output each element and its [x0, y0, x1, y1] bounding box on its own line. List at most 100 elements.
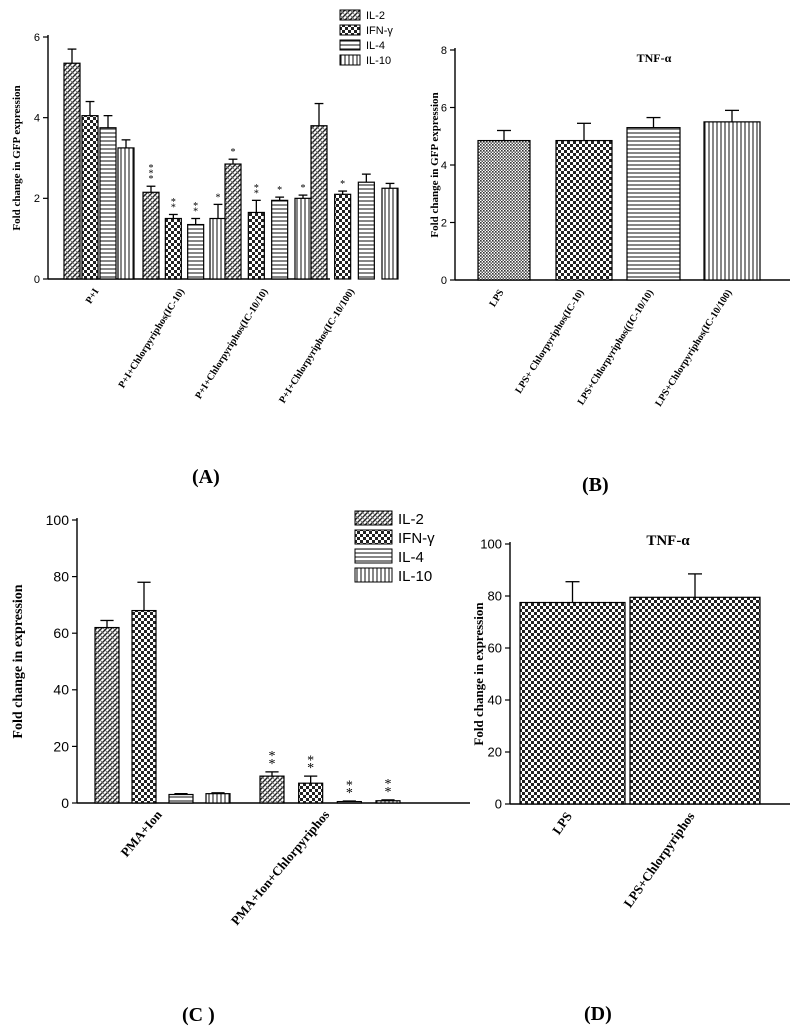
significance-marker-C: *: [346, 778, 353, 793]
significance-marker-C: *: [385, 785, 392, 800]
y-axis-label-C: Fold change in expression: [11, 584, 26, 738]
y-tick-label-D: 40: [488, 693, 502, 708]
y-tick-label-C: 60: [53, 625, 69, 641]
significance-marker-A: *: [277, 185, 282, 196]
bar-A: [209, 217, 227, 280]
y-tick-label-C: 80: [53, 569, 69, 585]
bar-D: [629, 596, 761, 805]
legend-swatch-C: [354, 529, 393, 545]
bar-A: [381, 187, 399, 280]
bar-A: [310, 125, 328, 280]
legend-label-A: IL-2: [366, 10, 385, 22]
x-category-label-B: LPS+ Chlorpyriphos(IC-10): [513, 288, 586, 396]
x-category-label-B: LPS: [487, 287, 506, 309]
panel-label-d: (D): [584, 1003, 612, 1025]
x-category-label-A: P+I: [84, 287, 102, 306]
significance-marker-C: *: [269, 757, 276, 772]
legend-swatch-A: [339, 54, 361, 66]
panel-label-c: (C ): [182, 1004, 215, 1026]
legend-swatch-C: [354, 510, 393, 526]
bar-A: [187, 223, 205, 280]
bar-C: [259, 775, 285, 804]
legend-swatch-A: [339, 24, 361, 36]
significance-marker-A: *: [254, 183, 259, 194]
y-tick-label-C: 100: [46, 512, 70, 528]
significance-marker-A: *: [301, 183, 306, 194]
legend-c: IL-2 IFN-γ IL-4 IL-10: [354, 510, 435, 585]
bar-A: [247, 211, 265, 280]
bar-B: [477, 139, 531, 281]
legend-label-A: IL-4: [366, 40, 385, 52]
chart-title-b: TNF-α: [637, 51, 672, 65]
bar-B: [555, 139, 613, 281]
y-tick-label-C: 0: [61, 795, 69, 811]
y-axis-label-A: Fold change in GFP expression: [11, 85, 23, 230]
bar-A: [81, 115, 99, 280]
bar-A: [142, 191, 160, 280]
legend-swatch-C: [354, 548, 393, 564]
bar-A: [294, 197, 312, 280]
legend-a: IL-2 IFN-γ IL-4 IL-10: [339, 9, 393, 67]
x-category-label-D: LPS+Chlorpyriphos: [620, 809, 697, 910]
significance-marker-C: *: [307, 753, 314, 768]
significance-marker-A: *: [340, 179, 345, 190]
bar-C: [168, 793, 194, 804]
bar-A: [357, 181, 375, 280]
x-category-label-A: P+I+Chlorpyriphos(IC-10/10): [193, 287, 270, 401]
y-tick-label-B: 2: [441, 217, 447, 229]
y-axis-label-B: Fold change in GFP expression: [429, 92, 441, 237]
bar-B: [626, 127, 681, 281]
significance-marker-A: *: [231, 147, 236, 158]
significance-marker-A: *: [193, 201, 198, 212]
chart-title-d: TNF-α: [646, 533, 690, 549]
y-tick-label-D: 0: [495, 797, 502, 812]
x-category-label-D: LPS: [549, 809, 575, 837]
legend-label-C: IL-2: [398, 511, 424, 528]
y-tick-label-D: 20: [488, 745, 502, 760]
legend-swatch-A: [339, 9, 361, 21]
significance-marker-C: *: [346, 786, 353, 801]
y-tick-label-C: 40: [53, 682, 69, 698]
chart-panel-d: 0 20 40 60 80 100 Fold change in expression TNF…: [471, 533, 790, 910]
legend-label-C: IL-4: [398, 549, 424, 566]
legend-swatch-A: [339, 39, 361, 51]
significance-marker-A: *: [254, 188, 259, 199]
bar-A: [63, 62, 81, 280]
significance-marker-C: *: [307, 761, 314, 776]
bar-A: [99, 127, 117, 280]
bar-A: [334, 193, 352, 280]
significance-marker-A: *: [149, 163, 154, 174]
bar-A: [164, 217, 182, 280]
y-tick-label-D: 100: [480, 537, 502, 552]
x-category-label-B: LPS+Chlorpyriphos(IC-10/100): [653, 288, 734, 409]
bar-A: [117, 147, 135, 280]
bar-C: [375, 800, 401, 804]
y-tick-label-B: 4: [441, 160, 447, 172]
chart-panel-b: 0 2 4 6 8 Fold change in GFP expression TNF-α L…: [429, 45, 790, 409]
bar-A: [271, 199, 289, 280]
x-category-label-A: P+I+Chlorpyriphos(IC-10): [117, 287, 187, 391]
y-tick-label-C: 20: [53, 738, 69, 754]
y-tick-label-A: 6: [34, 32, 40, 44]
bar-D: [519, 601, 626, 805]
significance-marker-A: *: [149, 174, 154, 185]
y-tick-label-B: 0: [441, 275, 447, 287]
legend-swatch-C: [354, 567, 393, 583]
y-tick-label-D: 80: [488, 589, 502, 604]
x-category-label-A: P+I+Chlorpyriphos(IC-10/100): [277, 287, 357, 406]
x-category-label-C: PMA+Ion+Chlorpyriphos: [228, 807, 333, 928]
legend-label-A: IFN-γ: [366, 25, 393, 37]
bar-C: [94, 626, 120, 804]
bar-A: [224, 163, 242, 280]
legend-label-A: IL-10: [366, 55, 391, 67]
bar-C: [336, 800, 362, 804]
x-category-label-B: LPS+Chlorpyriphos((IC-10/10): [576, 288, 656, 408]
bar-C: [205, 793, 231, 804]
bar-B: [703, 121, 761, 281]
legend-label-C: IFN-γ: [398, 530, 435, 547]
significance-marker-A: *: [216, 192, 221, 203]
y-axis-label-D: Fold change in expression: [471, 602, 486, 746]
